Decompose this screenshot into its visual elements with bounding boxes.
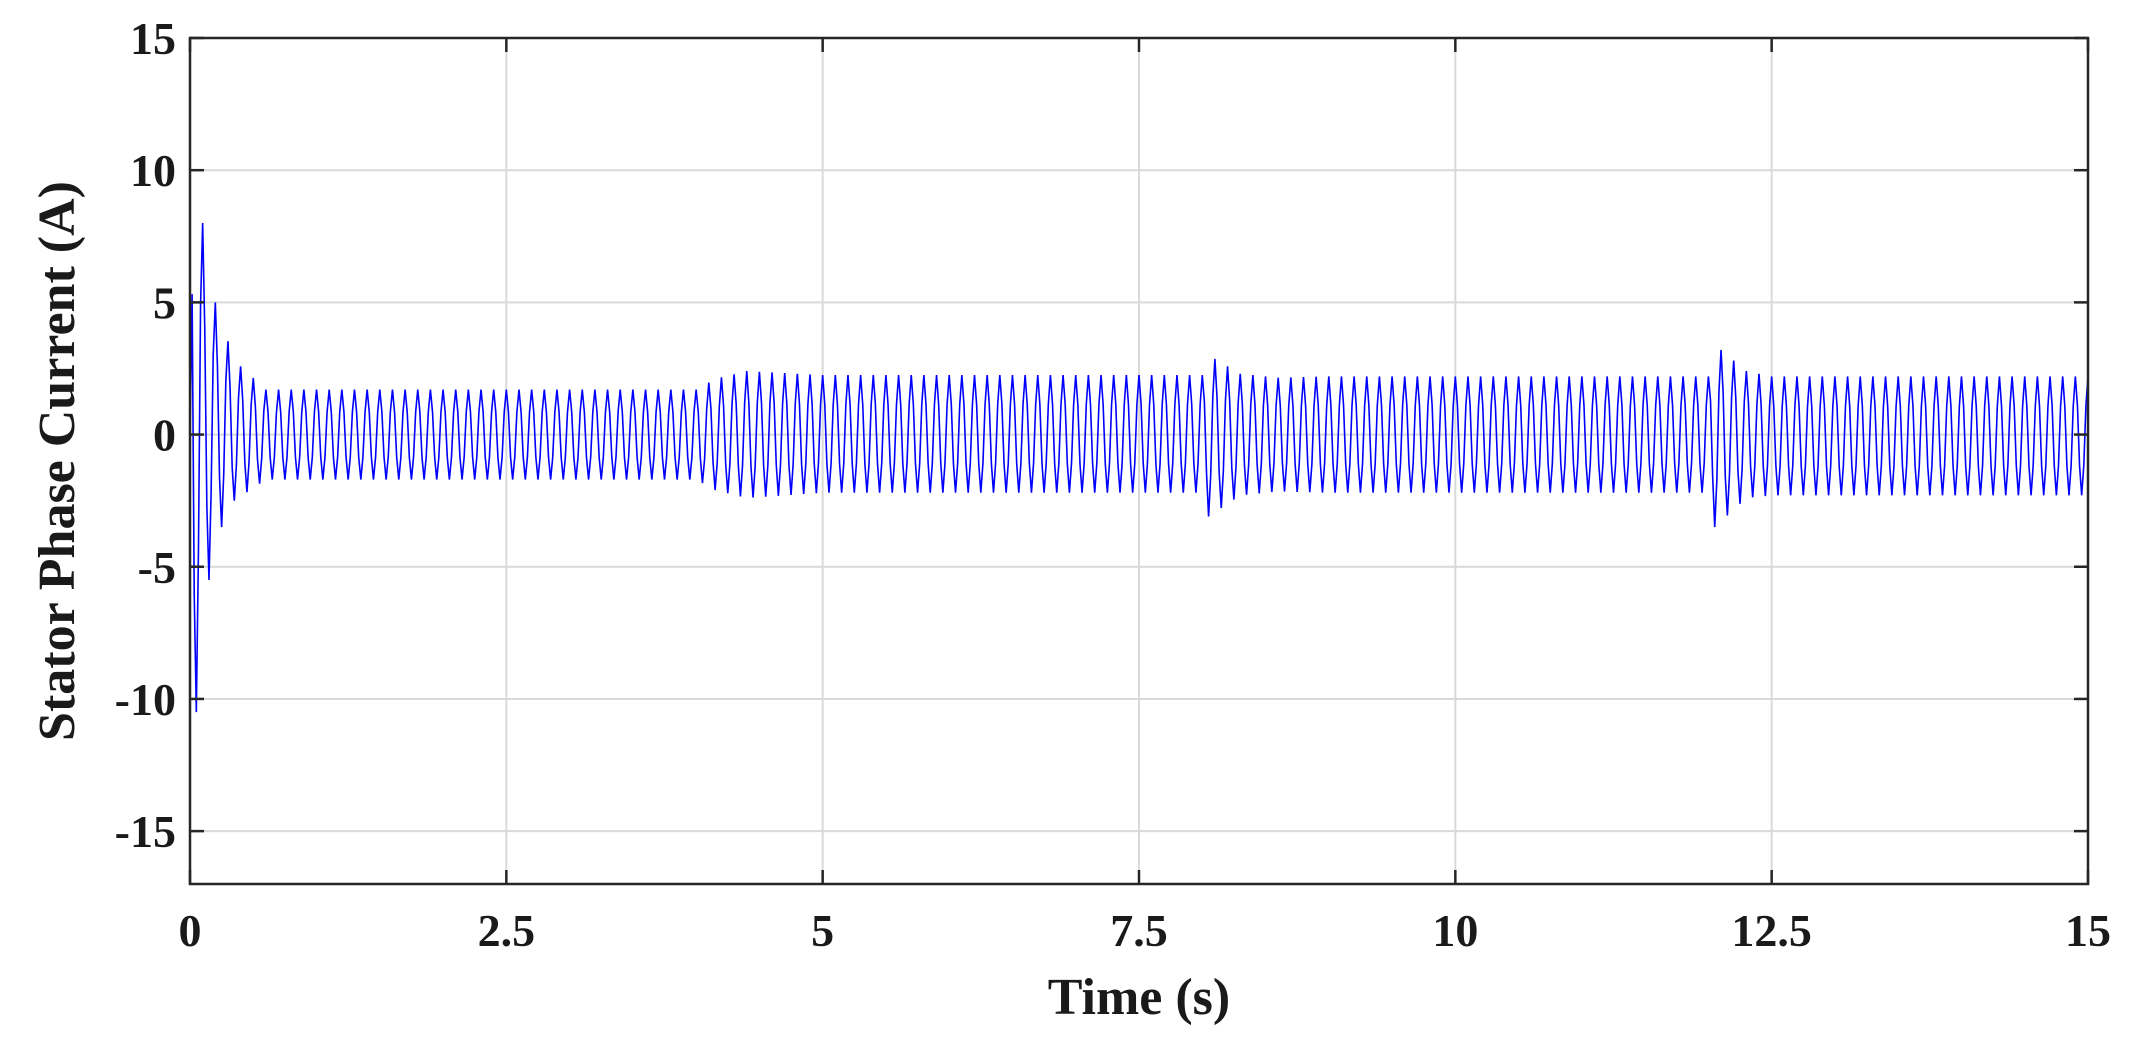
series-layer (189, 223, 2089, 713)
y-tick-label: 15 (130, 13, 176, 64)
series-line (189, 223, 2089, 713)
x-tick-label: 7.5 (1110, 905, 1168, 956)
y-tick-label: -15 (115, 806, 176, 857)
y-axis-label: Stator Phase Current (A) (29, 181, 86, 741)
y-tick-label: -10 (115, 674, 176, 725)
x-tick-label: 10 (1432, 905, 1478, 956)
x-axis-label: Time (s) (1048, 969, 1230, 1026)
x-tick-label: 2.5 (478, 905, 536, 956)
y-tick-label: 10 (130, 145, 176, 196)
x-tick-label: 0 (179, 905, 202, 956)
axes (188, 36, 2090, 886)
y-tick-label: 5 (153, 277, 176, 328)
tick-labels: 0 2.5 5 7.5 10 12.5 15 15 10 5 0 -5 -10 -15 (115, 13, 2111, 956)
x-tick-label: 12.5 (1731, 905, 1812, 956)
grid-lines (190, 37, 2088, 884)
y-tick-label: -5 (138, 542, 176, 593)
x-tick-label: 15 (2065, 905, 2111, 956)
y-tick-label: 0 (153, 410, 176, 461)
x-tick-label: 5 (811, 905, 834, 956)
